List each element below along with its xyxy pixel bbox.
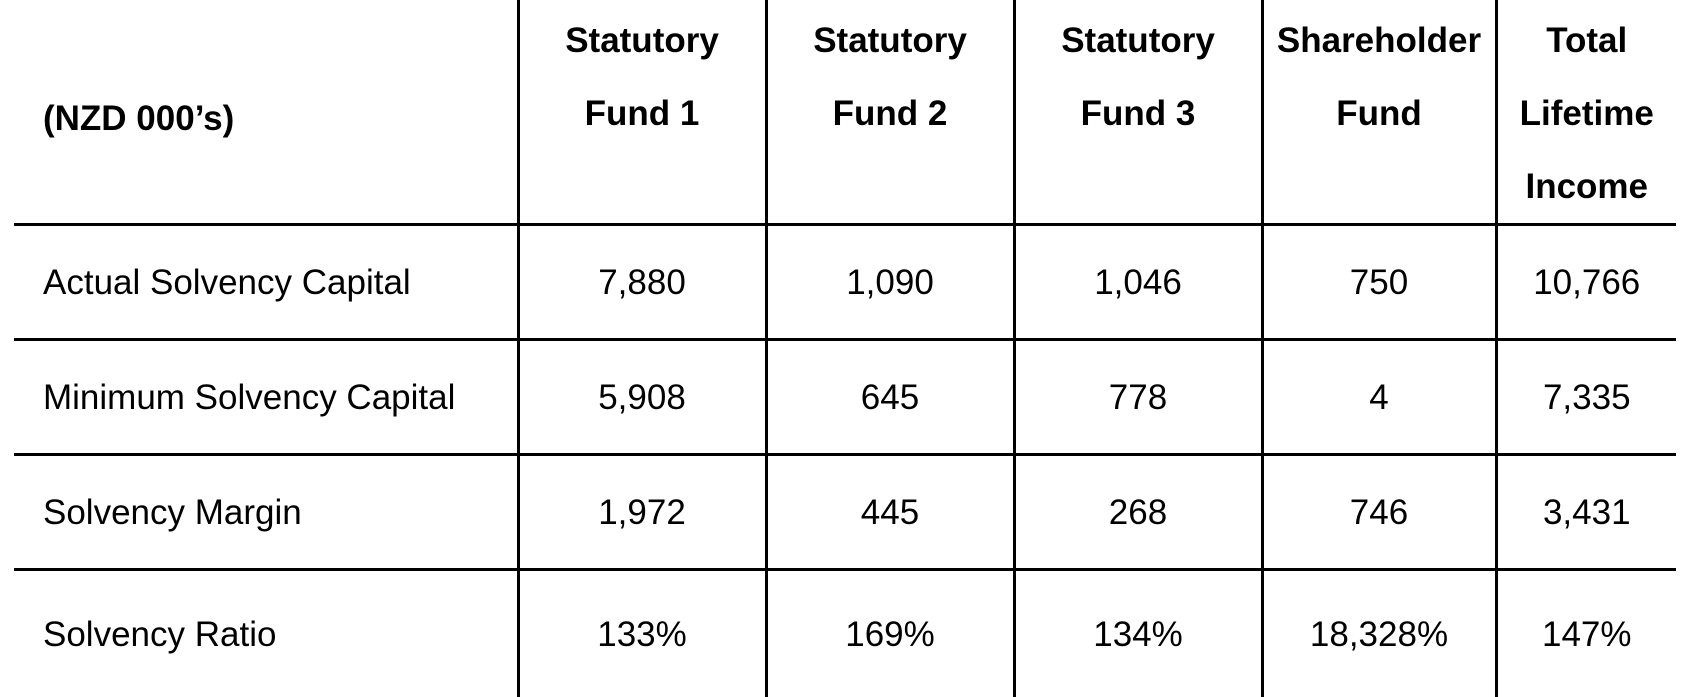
table-cell: 645 (766, 340, 1014, 455)
table-cell: 147% (1496, 570, 1676, 697)
table-row: Solvency Margin 1,972 445 268 746 3,431 (14, 455, 1676, 570)
table-cell: 169% (766, 570, 1014, 697)
table-cell: 4 (1262, 340, 1496, 455)
table-cell: 134% (1014, 570, 1262, 697)
header-line: Lifetime (1498, 77, 1677, 150)
header-line: Statutory (1016, 4, 1261, 77)
header-line: Fund 3 (1016, 77, 1261, 150)
solvency-table: (NZD 000’s) Statutory Fund 1 Statutory F… (14, 0, 1676, 697)
header-row: (NZD 000’s) Statutory Fund 1 Statutory F… (14, 0, 1676, 225)
column-header-statutory-fund-2: Statutory Fund 2 (766, 0, 1014, 225)
table-cell: 18,328% (1262, 570, 1496, 697)
table-cell: 7,880 (518, 225, 766, 340)
row-label: Solvency Margin (14, 455, 518, 570)
table-cell: 1,972 (518, 455, 766, 570)
header-line: Fund 2 (768, 77, 1013, 150)
row-label: Actual Solvency Capital (14, 225, 518, 340)
table-cell: 1,046 (1014, 225, 1262, 340)
table-row: Minimum Solvency Capital 5,908 645 778 4… (14, 340, 1676, 455)
header-line: Shareholder (1264, 4, 1495, 77)
column-header-statutory-fund-1: Statutory Fund 1 (518, 0, 766, 225)
table-cell: 268 (1014, 455, 1262, 570)
header-line: Income (1498, 150, 1677, 223)
table-row: Solvency Ratio 133% 169% 134% 18,328% 14… (14, 570, 1676, 697)
solvency-table-container: (NZD 000’s) Statutory Fund 1 Statutory F… (0, 0, 1684, 683)
table-cell: 133% (518, 570, 766, 697)
table-cell: 746 (1262, 455, 1496, 570)
table-cell: 1,090 (766, 225, 1014, 340)
table-cell: 10,766 (1496, 225, 1676, 340)
table-cell: 750 (1262, 225, 1496, 340)
table-row: Actual Solvency Capital 7,880 1,090 1,04… (14, 225, 1676, 340)
table-body: Actual Solvency Capital 7,880 1,090 1,04… (14, 225, 1676, 697)
header-line: Total (1498, 4, 1677, 77)
table-cell: 7,335 (1496, 340, 1676, 455)
column-header-statutory-fund-3: Statutory Fund 3 (1014, 0, 1262, 225)
row-label: Minimum Solvency Capital (14, 340, 518, 455)
row-label: Solvency Ratio (14, 570, 518, 697)
header-line: Fund 1 (520, 77, 765, 150)
column-header-shareholder-fund: Shareholder Fund (1262, 0, 1496, 225)
column-header-total-lifetime-income: Total Lifetime Income (1496, 0, 1676, 225)
header-line: Statutory (768, 4, 1013, 77)
table-header: (NZD 000’s) Statutory Fund 1 Statutory F… (14, 0, 1676, 225)
table-cell: 3,431 (1496, 455, 1676, 570)
header-line: Fund (1264, 77, 1495, 150)
table-cell: 5,908 (518, 340, 766, 455)
header-line: Statutory (520, 4, 765, 77)
table-cell: 445 (766, 455, 1014, 570)
table-cell: 778 (1014, 340, 1262, 455)
corner-header: (NZD 000’s) (14, 0, 518, 225)
